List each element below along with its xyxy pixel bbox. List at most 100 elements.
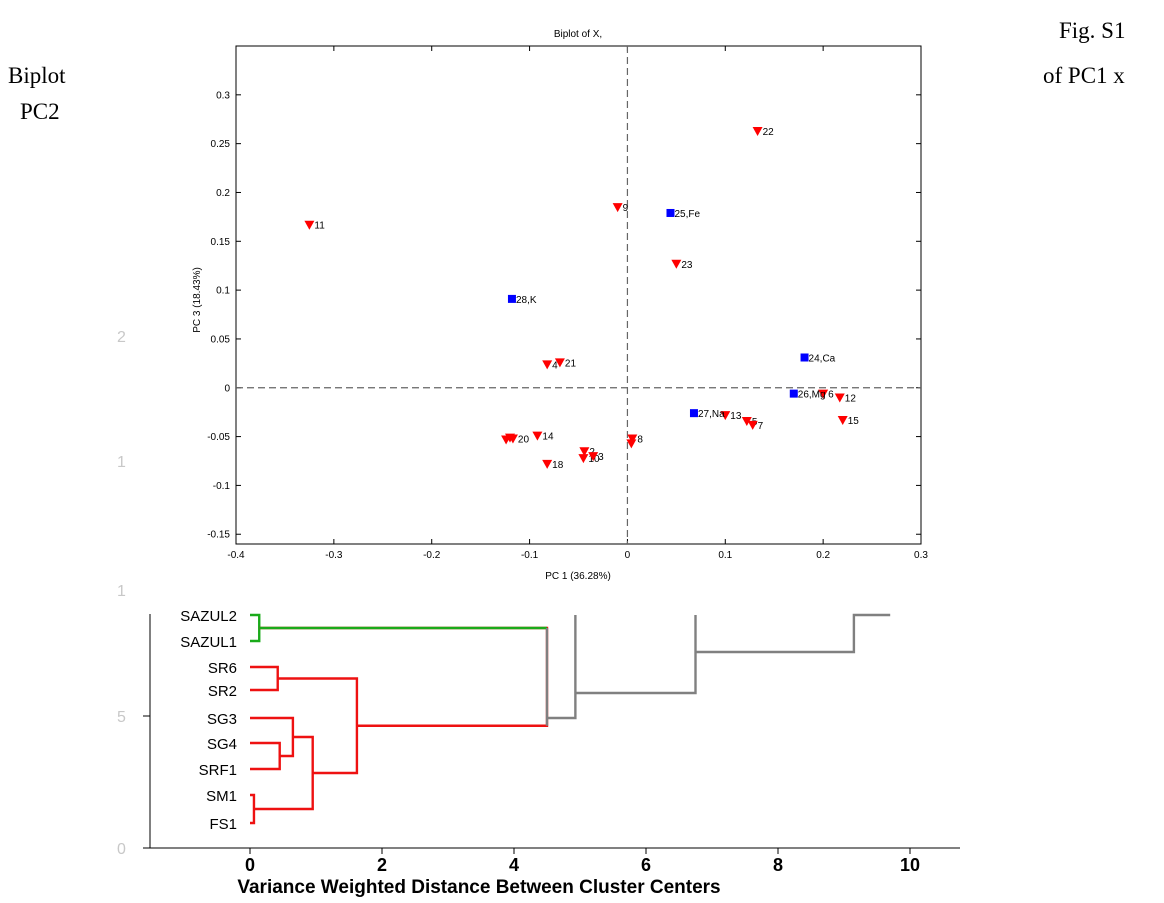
dendrogram-leaf-label: SM1 (206, 788, 237, 805)
dendrogram-link (695, 613, 891, 654)
biplot-y-tick-label: 0.2 (216, 188, 230, 199)
biplot-y-axis-label: PC 3 (18.43%) (192, 267, 203, 333)
dendrogram-leaf-label: SAZUL1 (180, 634, 237, 651)
biplot-y-tick-label: 0.25 (211, 139, 231, 150)
biplot-y-tick-label: 0.05 (211, 334, 231, 345)
biplot-sample-label: 9 (623, 203, 629, 214)
dendrogram-link (547, 615, 577, 720)
biplot-sample-label: 15 (848, 416, 860, 427)
biplot-sample-label: 6 (828, 390, 834, 401)
biplot-x-tick-label: -0.2 (423, 550, 441, 561)
biplot-variable-marker (507, 294, 516, 303)
biplot-sample-marker (627, 434, 638, 444)
biplot-sample-marker (720, 411, 731, 421)
dendrogram-x-axis-label: Variance Weighted Distance Between Clust… (237, 877, 720, 898)
dendrogram-x-tick-label: 2 (377, 855, 387, 875)
biplot-x-tick-label: 0.3 (914, 550, 928, 561)
biplot-sample-marker (532, 431, 543, 441)
dendrogram-leaf-labels: SAZUL2 SAZUL1 SR6 SR2 SG3 SG4 SRF1 SM1 FS1 (180, 608, 237, 833)
background-axis-label: 2 (117, 329, 126, 346)
biplot-y-tick-label: -0.05 (207, 432, 230, 443)
biplot-sample-marker (542, 360, 553, 370)
biplot-sample-label: 7 (758, 421, 764, 432)
dendrogram-leaf-label: FS1 (209, 816, 237, 833)
biplot-variable-label: 25,Fe (674, 209, 700, 220)
biplot-sample-marker (612, 203, 623, 213)
biplot-variable-marker (689, 409, 698, 418)
biplot-x-tick-label: -0.3 (325, 550, 343, 561)
background-axis-label: 1 (117, 454, 126, 471)
dendrogram-links (250, 613, 891, 825)
biplot-title: Biplot of X, (554, 29, 602, 40)
dendrogram-x-tick-label: 0 (245, 855, 255, 875)
biplot-sample-marker (304, 220, 315, 230)
biplot-sample-marker (554, 358, 565, 368)
biplot-x-tick-label: 0 (625, 550, 631, 561)
dendrogram-leaf-label: SG3 (207, 711, 237, 728)
background-axis-label: 1 (117, 583, 126, 600)
dendrogram-link (277, 677, 359, 775)
biplot-sample-label: 13 (730, 411, 742, 422)
biplot-y-tick-label: 0.1 (216, 286, 230, 297)
biplot-sample-label: 4 (552, 360, 558, 371)
dendrogram-leaf-label: SRF1 (199, 762, 237, 779)
dendrogram-link (250, 741, 281, 771)
biplot-sample-marker (626, 439, 637, 449)
dendrogram-x-tick-label: 6 (641, 855, 651, 875)
biplot-x-tick-label: 0.1 (718, 550, 732, 561)
biplot-chart: Biplot of X, -0.4 -0.3 -0.2 -0.1 0 0.1 0.2 0.3 … (192, 29, 928, 582)
biplot-variable-label: 27,Na (698, 409, 725, 420)
biplot-y-tick-label: 0.3 (216, 90, 230, 101)
caption-biplot: Biplot (8, 63, 66, 88)
dendrogram-link (253, 735, 314, 811)
biplot-sample-marker (578, 454, 589, 464)
dendrogram-leaf-label: SG4 (207, 736, 237, 753)
dendrogram-x-tick-label: 4 (509, 855, 519, 875)
caption-pc2: PC2 (20, 99, 60, 124)
dendrogram-leaf-label: SAZUL2 (180, 608, 237, 625)
dendrogram-x-tick-label: 10 (900, 855, 920, 875)
biplot-x-tick-label: -0.4 (227, 550, 245, 561)
caption-of-pc1: of PC1 x (1043, 63, 1125, 88)
figure-number: Fig. S1 (1059, 18, 1126, 43)
dendrogram-leaf-label: SR2 (208, 683, 237, 700)
dendrogram-link (250, 716, 295, 758)
biplot-plot-area (235, 45, 922, 545)
dendrogram-x-ticks: 0 2 4 6 8 10 (245, 848, 920, 875)
dendrogram-link (259, 626, 549, 727)
biplot-sample-label: 20 (518, 435, 530, 446)
biplot-y-tick-label: 0.15 (211, 237, 231, 248)
biplot-sample-label: 12 (845, 394, 857, 405)
biplot-sample-marker (818, 389, 829, 399)
dendrogram-y-tick-label: 0 (117, 841, 126, 858)
biplot-variable-label: 24,Ca (809, 353, 836, 364)
biplot-sample-marker (588, 452, 599, 462)
biplot-sample-marker (752, 126, 763, 136)
biplot-sample-label: 22 (763, 127, 775, 138)
dendrogram-link (250, 665, 279, 692)
biplot-sample-marker (579, 447, 590, 457)
dendrogram-y-tick-label: 5 (117, 709, 126, 726)
biplot-sample-label: 10 (588, 454, 600, 465)
biplot-sample-marker (837, 415, 848, 425)
biplot-sample-marker (671, 259, 682, 269)
biplot-variable-label: 28,K (516, 295, 537, 306)
dendrogram-x-tick-label: 8 (773, 855, 783, 875)
biplot-variable-marker (789, 389, 798, 398)
biplot-sample-label: 11 (314, 221, 325, 232)
biplot-sample-label: 3 (598, 452, 604, 463)
biplot-variable-label: 26,Mg (798, 390, 826, 401)
dendrogram-link (250, 793, 256, 825)
biplot-sample-label: 8 (637, 435, 643, 446)
biplot-sample-marker (747, 420, 758, 430)
biplot-sample-label: 14 (542, 432, 554, 443)
biplot-sample-marker (507, 434, 518, 444)
biplot-y-tick-label: 0 (224, 383, 230, 394)
dendrogram-chart: 5 0 SAZUL2 SAZUL1 SR6 SR2 SG3 SG4 SRF1 SM1 FS1 0… (117, 608, 960, 898)
biplot-variable-marker (666, 208, 675, 217)
biplot-x-tick-label: 0.2 (816, 550, 830, 561)
biplot-sample-marker (501, 435, 512, 445)
biplot-variable-marker (800, 353, 809, 362)
dendrogram-link (575, 615, 697, 695)
biplot-sample-marker (542, 459, 553, 469)
